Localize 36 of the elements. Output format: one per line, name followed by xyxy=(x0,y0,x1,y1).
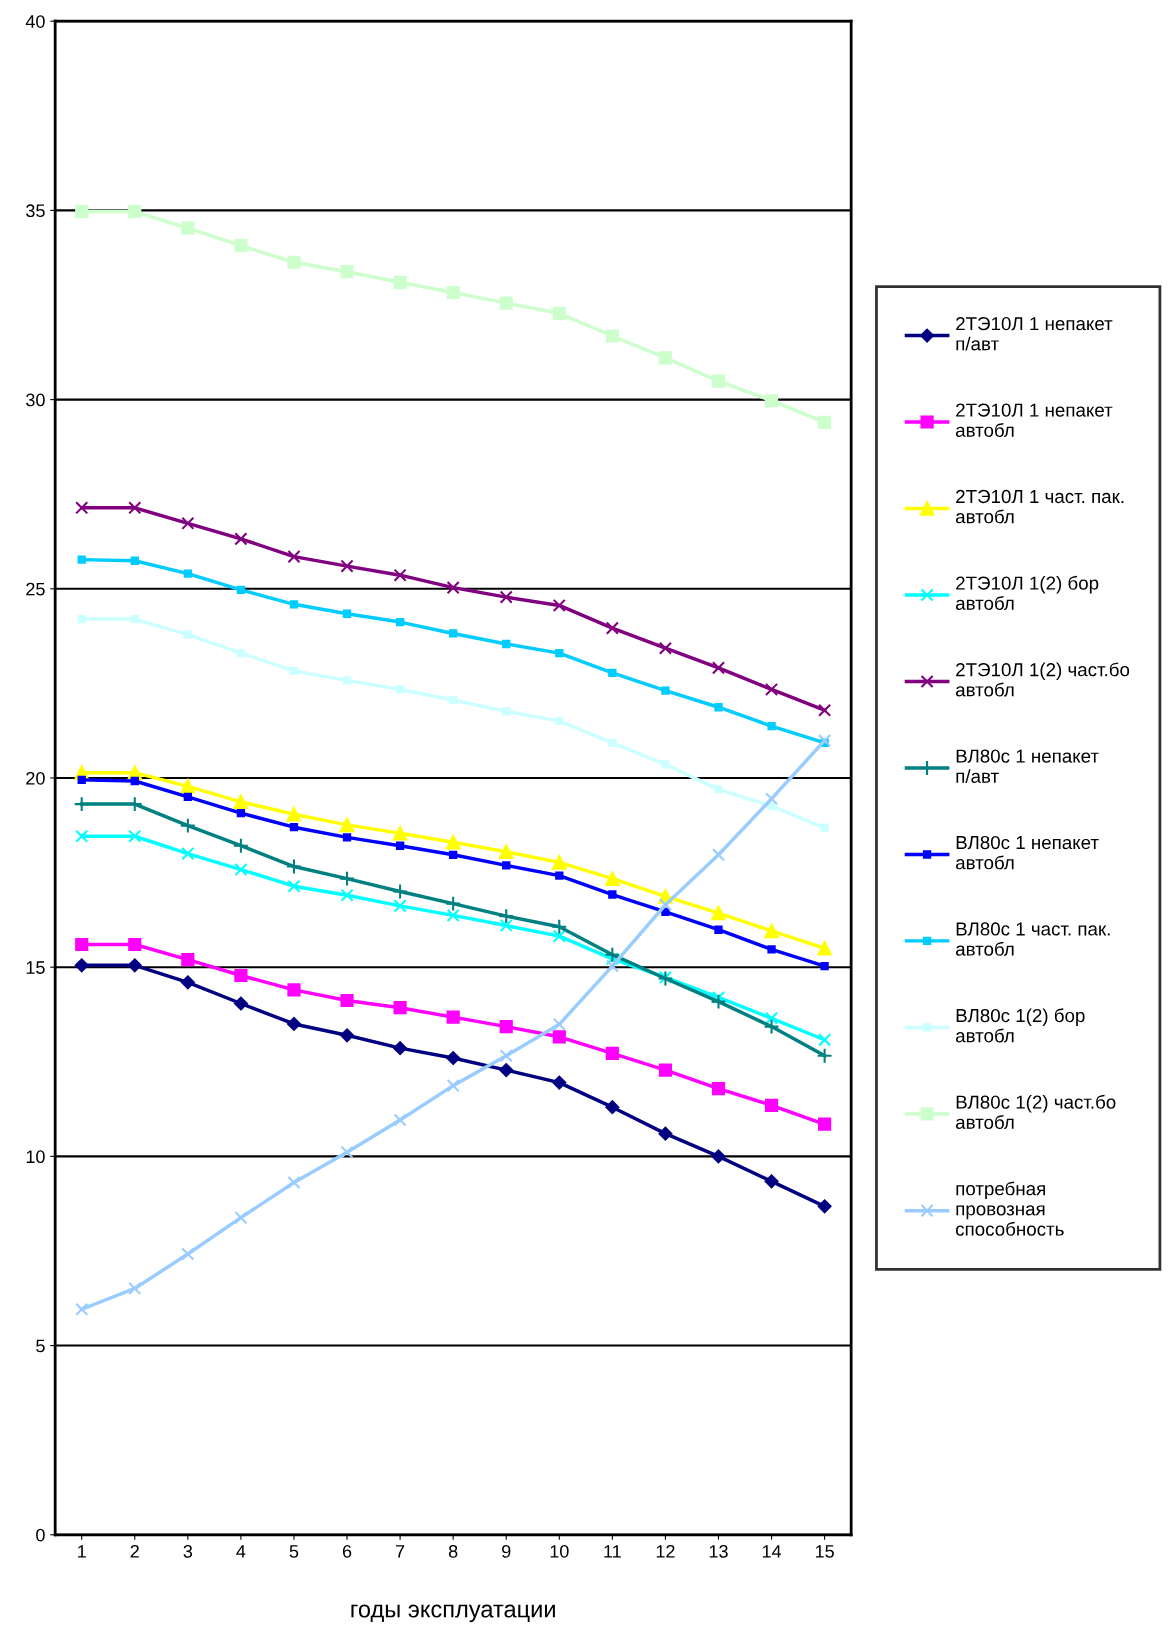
x-tick-label: 8 xyxy=(448,1544,458,1558)
x-tick-label: 14 xyxy=(762,1545,782,1558)
legend-label: потребная провозная способность xyxy=(955,1181,1064,1236)
x-tick-label: 9 xyxy=(502,1544,511,1558)
x-tick-label: 5 xyxy=(289,1545,299,1558)
y-tick-label: 25 xyxy=(26,582,45,596)
x-tick-label: 10 xyxy=(550,1544,569,1558)
x-tick-label: 13 xyxy=(709,1544,728,1558)
legend-label: 2ТЭ10Л 1 непакет п/авт xyxy=(956,317,1113,351)
y-tick-label: 5 xyxy=(36,1339,45,1353)
x-tick-label: 1 xyxy=(78,1545,86,1558)
legend-label: 2ТЭ10Л 1(2) част.бо автобл xyxy=(955,662,1130,697)
legend-label: ВЛ80с 1(2) бор автобл xyxy=(955,1008,1085,1043)
x-tick-label: 7 xyxy=(396,1545,405,1558)
y-tick-label: 35 xyxy=(26,204,45,218)
y-tick-label: 10 xyxy=(26,1150,45,1164)
x-tick-label: 2 xyxy=(130,1544,139,1558)
legend-label: ВЛ80с 1 непакет п/авт xyxy=(956,749,1099,783)
x-tick-label: 12 xyxy=(656,1544,675,1558)
legend-label: 2ТЭ10Л 1 непакет автобл xyxy=(955,403,1113,437)
x-tick-label: 3 xyxy=(183,1544,193,1558)
legend-label: ВЛ80с 1 част. пак. автобл xyxy=(955,922,1110,956)
x-tick-label: 15 xyxy=(815,1545,834,1558)
y-tick-label: 30 xyxy=(26,393,45,407)
x-tick-label: 6 xyxy=(342,1544,352,1558)
x-tick-label: 11 xyxy=(604,1545,621,1558)
legend-label: ВЛ80с 1(2) част.бо автобл xyxy=(955,1094,1116,1129)
x-tick-label: 4 xyxy=(236,1545,246,1558)
y-tick-label: 15 xyxy=(26,961,45,974)
legend-label: 2ТЭ10Л 1 част. пак. автобл xyxy=(955,489,1124,524)
y-tick-label: 20 xyxy=(26,771,45,785)
legend-label: 2ТЭ10Л 1(2) бор автобл xyxy=(955,575,1099,610)
x-axis-title: годы эксплуатации xyxy=(351,1604,555,1623)
legend-label: ВЛ80с 1 непакет автобл xyxy=(955,835,1099,870)
y-tick-label: 40 xyxy=(25,15,45,28)
y-tick-label: 0 xyxy=(36,1528,45,1542)
